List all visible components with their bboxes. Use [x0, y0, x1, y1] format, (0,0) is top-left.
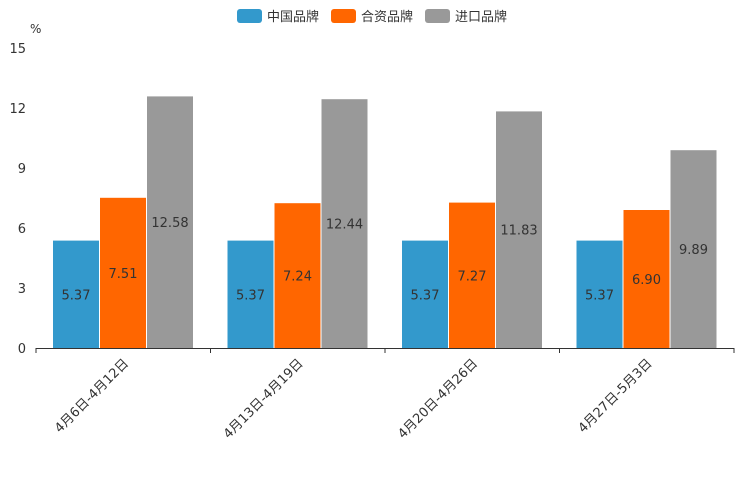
y-axis-unit: %: [30, 22, 42, 36]
data-label: 5.37: [585, 288, 614, 303]
y-tick-label: 15: [9, 42, 26, 57]
data-label: 6.90: [632, 273, 661, 288]
data-label: 7.27: [458, 269, 487, 284]
data-label: 12.58: [151, 216, 188, 231]
bar-3-4: [670, 150, 717, 348]
y-tick-label: 3: [18, 282, 26, 297]
data-label: 11.83: [500, 224, 537, 239]
bar-3-1: [147, 96, 193, 349]
legend-item-china-brand[interactable]: 中国品牌: [236, 6, 319, 25]
legend-swatch-china-brand: [236, 8, 262, 23]
bar-3-2: [321, 99, 368, 348]
y-tick-label: 9: [18, 162, 26, 177]
legend-label-jv-brand: 合资品牌: [360, 10, 413, 25]
bar-1-1: [53, 240, 99, 348]
x-tick-label: 4月20日-4月26日: [395, 356, 481, 442]
legend-swatch-import-brand: [425, 8, 450, 23]
x-tick-label: 4月27日-5月3日: [576, 356, 656, 436]
y-tick-label: 0: [18, 342, 26, 357]
data-label: 9.89: [679, 243, 708, 258]
data-label: 7.24: [283, 270, 312, 285]
x-tick-label: 4月6日-4月12日: [52, 356, 132, 436]
bar-2-4: [623, 210, 670, 348]
data-label: 5.37: [236, 288, 265, 303]
legend-item-jv-brand[interactable]: 合资品牌: [330, 6, 413, 25]
data-label: 7.51: [109, 267, 138, 282]
x-tick-label: 4月13日-4月19日: [221, 356, 307, 442]
legend-label-import-brand: 进口品牌: [455, 10, 508, 25]
bar-3-3: [496, 111, 542, 349]
bar-2-2: [274, 203, 321, 348]
legend-item-import-brand[interactable]: 进口品牌: [425, 6, 507, 25]
data-label: 5.37: [62, 288, 91, 303]
bar-2-3: [449, 202, 495, 348]
bar-1-2: [227, 240, 274, 348]
y-tick-label: 12: [9, 102, 26, 117]
y-tick-label: 6: [18, 222, 26, 237]
bar-2-1: [100, 197, 146, 348]
bar-1-4: [576, 240, 623, 348]
legend: 中国品牌 合资品牌 进口品牌: [0, 6, 744, 25]
bar-1-3: [402, 240, 448, 348]
data-label: 5.37: [411, 288, 440, 303]
legend-label-china-brand: 中国品牌: [266, 10, 319, 25]
legend-swatch-jv-brand: [330, 8, 356, 23]
data-label: 12.44: [326, 218, 363, 233]
